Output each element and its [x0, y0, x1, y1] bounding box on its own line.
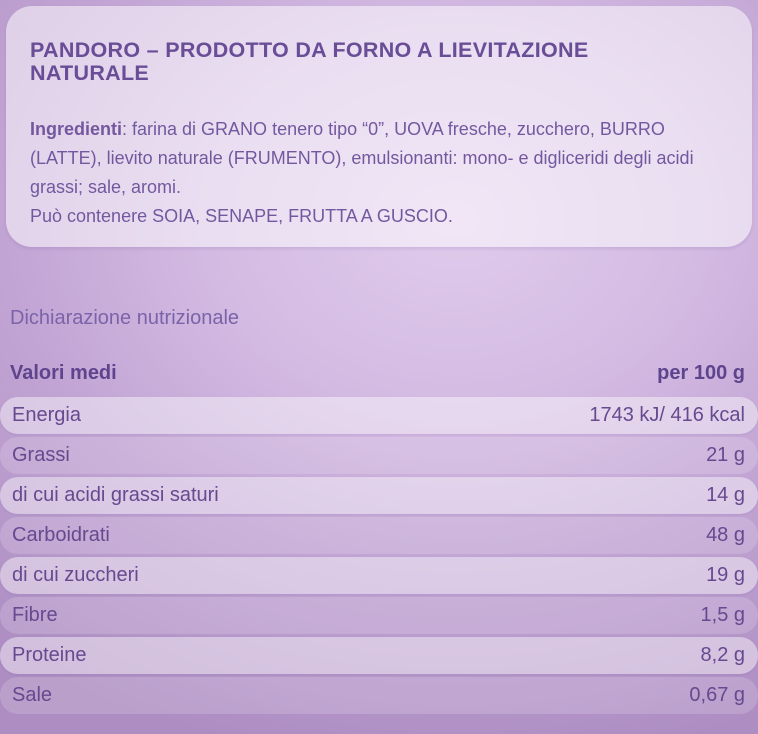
nutrient-label: di cui zuccheri — [12, 564, 139, 586]
nutrient-value: 0,67 g — [689, 684, 745, 706]
values-column-label: Valori medi — [10, 362, 117, 384]
nutrient-label: Proteine — [12, 644, 87, 666]
table-row: Fibre 1,5 g — [0, 597, 758, 634]
nutrition-header-row: Valori medi per 100 g — [10, 362, 745, 385]
table-row: Carboidrati 48 g — [0, 517, 758, 554]
product-title: PANDORO – PRODOTTO DA FORNO A LIEVITAZIO… — [30, 39, 726, 85]
product-label: { "header": { "title_line1": "PANDORO – … — [0, 6, 758, 734]
nutrient-value: 21 g — [706, 444, 745, 466]
nutrient-value: 8,2 g — [700, 644, 745, 666]
nutrient-value: 1743 kJ/ 416 kcal — [589, 404, 745, 426]
nutrient-value: 48 g — [706, 524, 745, 546]
ingredients-text: : farina di GRANO tenero tipo “0”, UOVA … — [30, 119, 694, 197]
nutrient-label: Sale — [12, 684, 53, 706]
product-title-line1: PANDORO – PRODOTTO DA FORNO A LIEVITAZIO… — [30, 38, 589, 62]
nutrient-value: 1,5 g — [700, 604, 745, 626]
nutrient-label: Grassi — [12, 444, 70, 466]
nutrient-value: 19 g — [706, 564, 745, 586]
table-row: Proteine 8,2 g — [0, 637, 758, 674]
product-title-line2: NATURALE — [30, 61, 150, 85]
table-row: Grassi 21 g — [0, 437, 758, 474]
nutrient-label: Energia — [12, 404, 81, 426]
nutrient-value: 14 g — [706, 484, 745, 506]
per-100g-label: per 100 g — [657, 362, 745, 384]
nutrition-table: Energia 1743 kJ/ 416 kcal Grassi 21 g di… — [0, 397, 758, 714]
table-row: di cui zuccheri 19 g — [0, 557, 758, 594]
table-row: di cui acidi grassi saturi 14 g — [0, 477, 758, 514]
nutrient-label: Fibre — [12, 604, 58, 626]
ingredients-paragraph: Ingredienti: farina di GRANO tenero tipo… — [30, 115, 726, 202]
nutrient-label: Carboidrati — [12, 524, 110, 546]
table-row: Energia 1743 kJ/ 416 kcal — [0, 397, 758, 434]
product-header-card: PANDORO – PRODOTTO DA FORNO A LIEVITAZIO… — [6, 6, 752, 247]
nutrient-label: di cui acidi grassi saturi — [12, 484, 219, 506]
may-contain-text: Può contenere SOIA, SENAPE, FRUTTA A GUS… — [30, 206, 453, 226]
table-row: Sale 0,67 g — [0, 677, 758, 714]
nutrition-section-title: Dichiarazione nutrizionale — [10, 307, 240, 329]
ingredients-label: Ingredienti — [30, 119, 123, 139]
